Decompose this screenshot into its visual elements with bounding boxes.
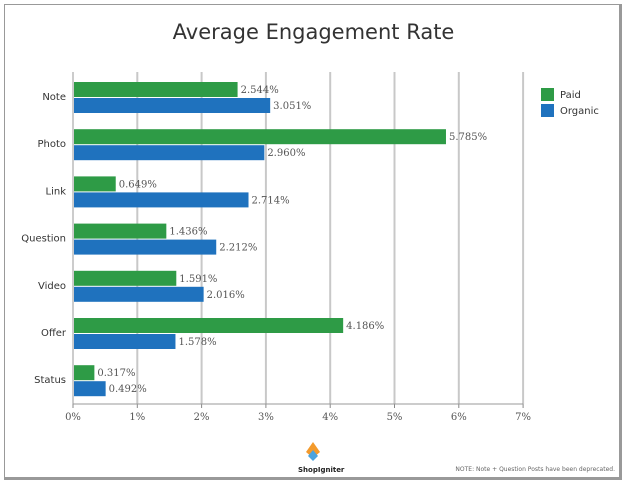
data-label: 2.544% bbox=[241, 85, 279, 96]
data-label: 2.714% bbox=[252, 195, 290, 206]
data-label: 0.317% bbox=[97, 368, 135, 379]
legend-label: Organic bbox=[560, 106, 599, 117]
x-tick-label: 3% bbox=[258, 412, 274, 423]
bar-paid bbox=[74, 318, 344, 333]
category-label: Video bbox=[38, 281, 66, 292]
bar-organic bbox=[74, 192, 249, 208]
bar-organic bbox=[74, 286, 204, 302]
data-label: 3.051% bbox=[273, 101, 311, 112]
footnote: NOTE: Note + Question Posts have been de… bbox=[455, 466, 615, 473]
data-label: 5.785% bbox=[449, 132, 487, 143]
bar-organic bbox=[74, 334, 176, 349]
category-label: Note bbox=[42, 92, 66, 103]
category-label: Status bbox=[34, 375, 66, 386]
data-label: 2.016% bbox=[207, 290, 245, 301]
data-label: 4.186% bbox=[346, 321, 384, 332]
x-tick-label: 1% bbox=[129, 412, 145, 423]
data-label: 2.212% bbox=[219, 243, 257, 254]
data-label: 1.591% bbox=[179, 274, 217, 285]
bar-organic bbox=[74, 239, 217, 255]
category-label: Offer bbox=[41, 328, 67, 339]
bar-paid bbox=[74, 129, 446, 145]
x-tick-label: 7% bbox=[515, 412, 531, 423]
bar-paid bbox=[74, 223, 167, 239]
x-tick-label: 0% bbox=[65, 412, 81, 423]
category-label: Question bbox=[21, 234, 66, 245]
brand-name: ShopIgniter bbox=[298, 466, 345, 474]
data-label: 1.436% bbox=[169, 227, 207, 238]
x-tick-label: 2% bbox=[194, 412, 210, 423]
legend-swatch-organic bbox=[541, 104, 554, 117]
bar-paid bbox=[74, 82, 238, 97]
legend-swatch-paid bbox=[541, 88, 554, 101]
data-label: 2.960% bbox=[267, 148, 305, 159]
category-label: Photo bbox=[37, 139, 66, 150]
bar-paid bbox=[74, 365, 95, 381]
data-label: 0.649% bbox=[119, 179, 157, 190]
bar-paid bbox=[74, 176, 116, 192]
x-tick-label: 5% bbox=[387, 412, 403, 423]
bar-organic bbox=[74, 98, 271, 113]
chart-title: Average Engagement Rate bbox=[172, 20, 455, 44]
legend-label: Paid bbox=[560, 90, 581, 101]
bar-organic bbox=[74, 145, 265, 161]
x-tick-label: 4% bbox=[322, 412, 338, 423]
bar-paid bbox=[74, 270, 177, 286]
data-label: 1.578% bbox=[178, 337, 216, 348]
data-label: 0.492% bbox=[109, 384, 147, 395]
x-tick-label: 6% bbox=[451, 412, 467, 423]
chart-frame bbox=[4, 4, 622, 480]
category-label: Link bbox=[46, 186, 67, 197]
bar-organic bbox=[74, 381, 106, 397]
